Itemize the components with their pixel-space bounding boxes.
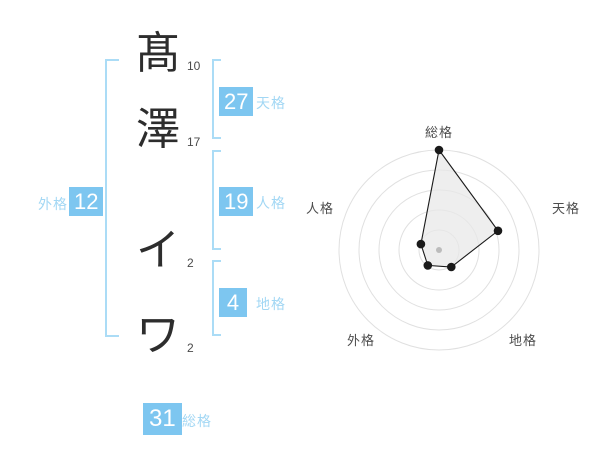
name-char-glyph: 澤 [136,105,180,154]
radar-axis-label: 総格 [425,125,453,140]
radar-axis-label: 人格 [306,201,334,216]
soukaku-value-badge: 31 [143,403,182,435]
gaikaku-value-badge: 12 [69,187,104,216]
name-char-glyph: イ [136,226,180,275]
radar-data-point [493,226,503,236]
chikaku-value-badge: 4 [219,288,247,317]
name-char-row: イ 2 [134,229,194,273]
name-char-row: 髙 10 [134,32,200,76]
radar-data-point [434,145,444,155]
radar-data-point [447,262,456,272]
radar-axis-label: 天格 [552,201,580,216]
soukaku-label: 総格 [182,413,212,429]
tenkaku-bracket [212,59,221,139]
radar-axis-label: 外格 [347,333,375,348]
jinkaku-bracket [212,150,221,250]
radar-data-point [416,239,426,249]
radar-data-polygon [420,148,499,268]
gaikaku-label: 外格 [38,196,68,212]
tenkaku-value-badge: 27 [219,87,254,116]
chikaku-label: 地格 [256,296,286,312]
radar-center-dot [436,247,442,253]
stroke-count: 2 [187,341,194,355]
name-char-row: 澤 17 [134,108,200,152]
stroke-count: 10 [187,59,201,73]
name-char-row: ワ 2 [134,314,194,358]
jinkaku-value-badge: 19 [219,187,254,216]
stroke-count: 17 [187,135,201,149]
tenkaku-label: 天格 [256,95,286,111]
name-char-glyph: ワ [136,311,180,360]
gaikaku-bracket [105,59,119,337]
stroke-count: 2 [187,256,194,270]
name-char-glyph: 髙 [136,29,180,78]
chikaku-bracket [212,260,221,336]
jinkaku-label: 人格 [256,195,286,211]
radar-data-point [423,261,433,270]
radar-axis-label: 地格 [509,333,537,348]
